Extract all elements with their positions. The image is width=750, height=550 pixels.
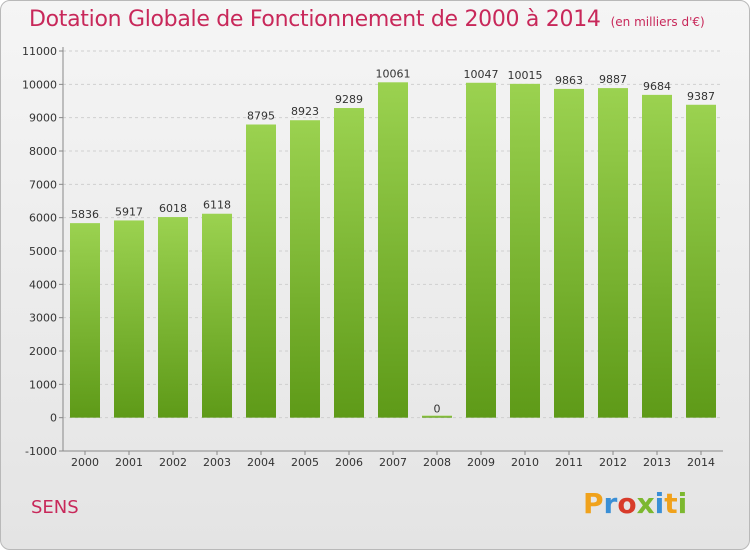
data-label: 9387 [687, 90, 715, 103]
y-axis-tick-labels: -1000 0 1000 2000 3000 4000 5000 6000 7000 8000 90… [22, 45, 57, 458]
bar-2014 [686, 104, 716, 418]
bar-2002 [158, 217, 188, 418]
bar-2012 [598, 88, 628, 418]
y-tick-label: 1000 [29, 378, 57, 391]
y-tick-label: 3000 [29, 312, 57, 325]
y-tick-label: 5000 [29, 245, 57, 258]
x-tick-label: 2013 [643, 456, 671, 469]
y-tick-label: 11000 [22, 45, 57, 58]
y-tick-label: 0 [50, 412, 57, 425]
logo-letter: i [654, 487, 665, 520]
bar-2001 [114, 220, 144, 418]
x-tick-label: 2000 [71, 456, 99, 469]
data-label: 10047 [464, 68, 499, 81]
y-tick-label: 7000 [29, 178, 57, 191]
bar-2009 [466, 82, 496, 418]
bar-2000 [70, 223, 100, 418]
x-tick-label: 2002 [159, 456, 187, 469]
bar-2004 [246, 124, 276, 418]
data-label: 6118 [203, 199, 231, 212]
bar-2003 [202, 213, 232, 418]
logo-letter: i [677, 487, 688, 520]
data-label: 9684 [643, 80, 671, 93]
logo-letter: o [617, 487, 637, 520]
logo-letter: P [583, 487, 604, 520]
bar-2007 [378, 82, 408, 418]
y-tick-label: 2000 [29, 345, 57, 358]
x-tick-label: 2004 [247, 456, 275, 469]
y-tick-label: -1000 [25, 445, 57, 458]
x-axis-tick-labels: 2000 2001 2002 2003 2004 2005 2006 2007 2008 2009… [71, 451, 715, 469]
proxiti-logo: Proxiti [583, 487, 687, 520]
data-label: 5917 [115, 205, 143, 218]
data-labels: 5836 5917 6018 6118 8795 8923 9289 10061 0 10047 1… [71, 67, 715, 415]
y-tick-label: 8000 [29, 145, 57, 158]
logo-letter: t [664, 487, 678, 520]
x-tick-label: 2009 [467, 456, 495, 469]
x-tick-label: 2005 [291, 456, 319, 469]
data-label: 9863 [555, 74, 583, 87]
logo-letter: r [603, 487, 618, 520]
commune-name: SENS [31, 497, 79, 518]
bar-2010 [510, 83, 540, 418]
bar-2013 [642, 94, 672, 418]
y-tick-label: 10000 [22, 78, 57, 91]
x-tick-label: 2014 [687, 456, 715, 469]
data-label: 10015 [508, 69, 543, 82]
data-label: 8795 [247, 110, 275, 123]
data-label: 5836 [71, 208, 99, 221]
y-tick-label: 6000 [29, 212, 57, 225]
title-text: Dotation Globale de Fonctionnement de 20… [29, 7, 601, 32]
bar-2005 [290, 120, 320, 418]
data-label: 0 [434, 403, 441, 416]
data-label: 9289 [335, 93, 363, 106]
unit-label: (en milliers d'€) [610, 15, 705, 29]
bars [70, 82, 716, 418]
chart-title: Dotation Globale de Fonctionnement de 20… [29, 7, 705, 32]
x-tick-label: 2001 [115, 456, 143, 469]
y-tick-label: 4000 [29, 278, 57, 291]
logo-letter: x [636, 487, 655, 520]
data-label: 6018 [159, 202, 187, 215]
x-tick-label: 2010 [511, 456, 539, 469]
x-tick-label: 2006 [335, 456, 363, 469]
y-tick-label: 9000 [29, 112, 57, 125]
bar-2008 [422, 415, 452, 418]
x-tick-label: 2012 [599, 456, 627, 469]
data-label: 9887 [599, 73, 627, 86]
x-tick-label: 2007 [379, 456, 407, 469]
x-tick-label: 2011 [555, 456, 583, 469]
data-label: 10061 [376, 67, 411, 80]
x-tick-label: 2003 [203, 456, 231, 469]
data-label: 8923 [291, 105, 319, 118]
bar-2011 [554, 88, 584, 418]
bar-2006 [334, 108, 364, 418]
x-tick-label: 2008 [423, 456, 451, 469]
